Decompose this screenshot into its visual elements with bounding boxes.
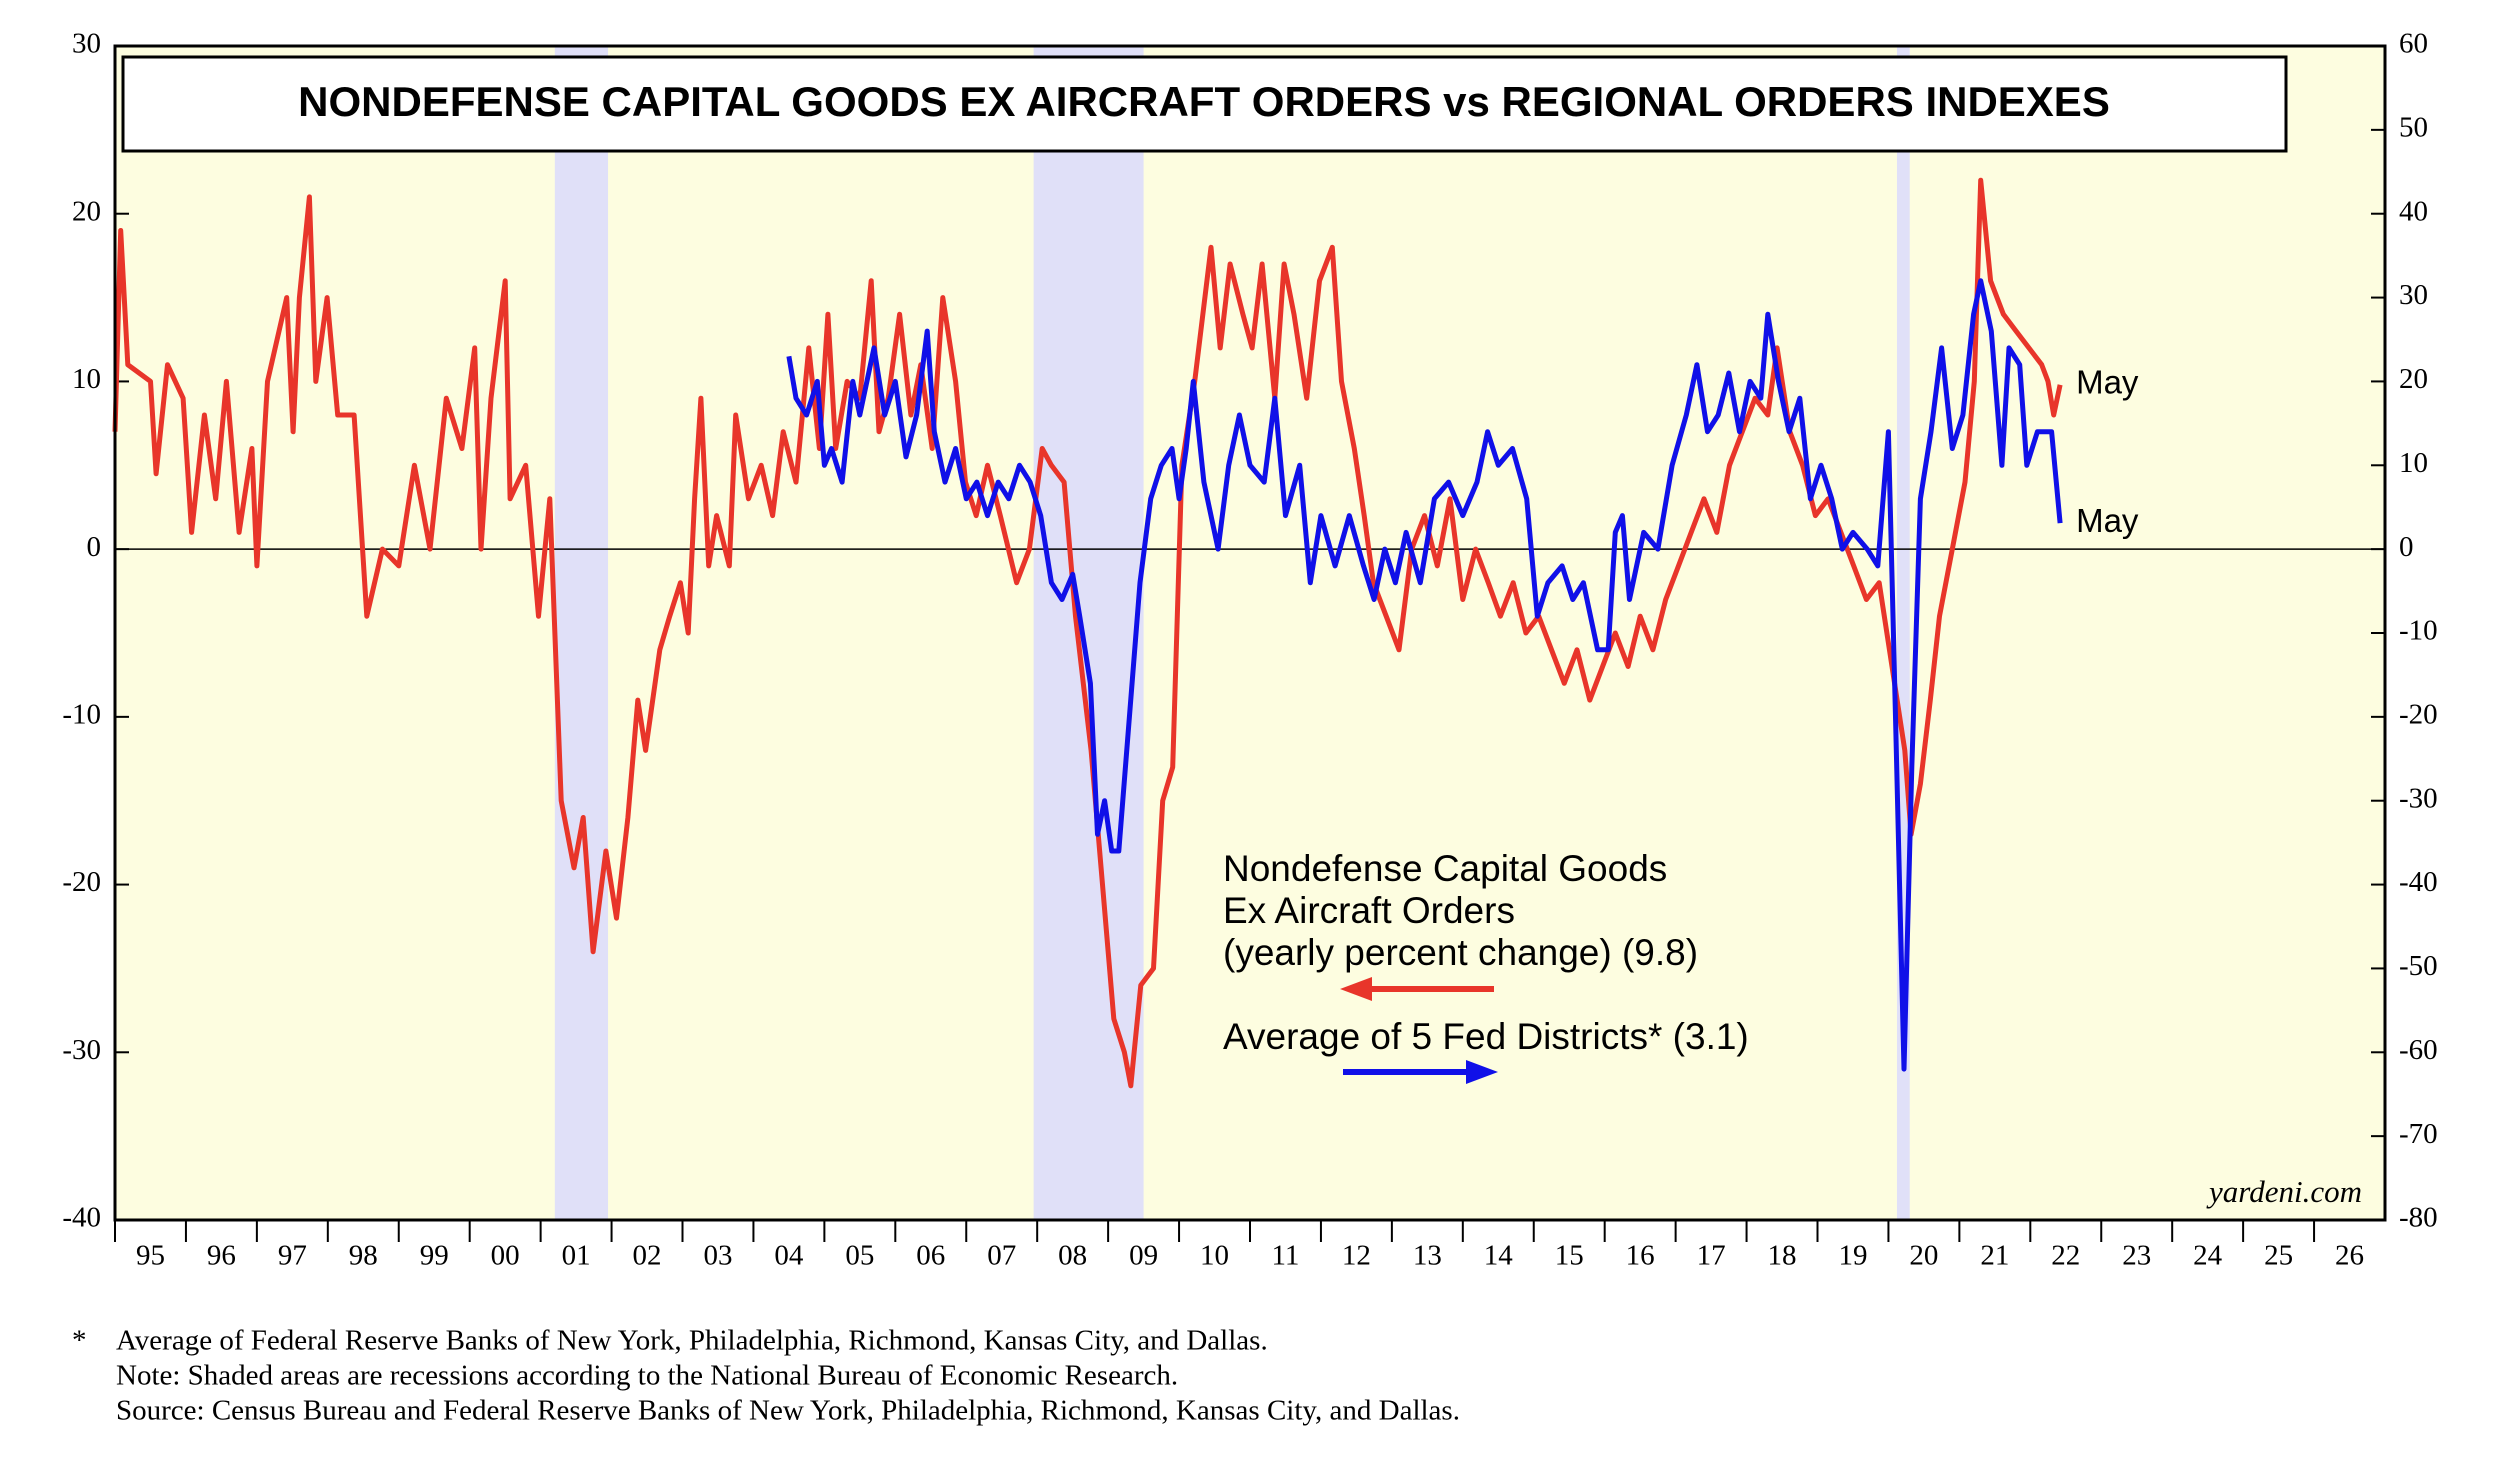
x-tick-label: 13: [1413, 1240, 1442, 1272]
y2-tick-label: -80: [2399, 1202, 2438, 1234]
x-tick-label: 15: [1555, 1240, 1584, 1272]
x-tick-label: 23: [2122, 1240, 2151, 1272]
y2-tick-label: 30: [2399, 279, 2428, 311]
x-tick-label: 05: [845, 1240, 874, 1272]
y-tick-label: 10: [72, 363, 101, 395]
y-tick-label: -30: [62, 1034, 101, 1066]
y2-tick-label: -50: [2399, 950, 2438, 982]
y-tick-label: -40: [62, 1202, 101, 1234]
x-tick-label: 20: [1909, 1240, 1938, 1272]
y2-tick-label: 10: [2399, 447, 2428, 479]
series-line: [112, 177, 2063, 1089]
x-tick-label: 01: [562, 1240, 591, 1272]
x-tick-label: 09: [1129, 1240, 1158, 1272]
x-tick-label: 06: [916, 1240, 945, 1272]
x-tick-label: 21: [1980, 1240, 2009, 1272]
title-box: [121, 55, 2288, 153]
legend-arrowhead: [1466, 1060, 1498, 1084]
legend-text: (yearly percent change) (9.8): [1223, 932, 1698, 973]
y2-tick-label: -10: [2399, 615, 2438, 647]
x-tick-label: 24: [2193, 1240, 2223, 1272]
recession-band: [1033, 46, 1144, 1220]
x-tick-label: 14: [1484, 1240, 1514, 1272]
x-tick-label: 96: [207, 1240, 236, 1272]
y-tick-label: 20: [72, 195, 101, 227]
series-line: [786, 278, 2063, 1072]
y-tick-label: 30: [72, 28, 101, 60]
source-mark: yardeni.com: [2206, 1174, 2362, 1209]
x-tick-label: 25: [2264, 1240, 2293, 1272]
x-tick-label: 12: [1342, 1240, 1371, 1272]
x-tick-label: 95: [136, 1240, 165, 1272]
x-tick-label: 99: [420, 1240, 449, 1272]
y-tick-label: 0: [87, 531, 102, 563]
x-tick-label: 10: [1200, 1240, 1229, 1272]
legend-arrowhead: [1340, 977, 1372, 1001]
chart-title: NONDEFENSE CAPITAL GOODS EX AIRCRAFT ORD…: [298, 78, 2110, 125]
x-tick-label: 97: [278, 1240, 307, 1272]
y2-tick-label: -70: [2399, 1118, 2438, 1150]
y2-tick-label: 40: [2399, 195, 2428, 227]
x-tick-label: 22: [2051, 1240, 2080, 1272]
end-label: May: [2076, 502, 2139, 539]
footnote: Source: Census Bureau and Federal Reserv…: [116, 1395, 1460, 1427]
y-tick-label: -20: [62, 866, 101, 898]
legend-text: Ex Aircraft Orders: [1223, 890, 1515, 931]
x-tick-label: 00: [491, 1240, 520, 1272]
recession-band: [554, 46, 609, 1220]
end-label: May: [2076, 364, 2139, 401]
y2-tick-label: -60: [2399, 1034, 2438, 1066]
x-tick-label: 07: [987, 1240, 1016, 1272]
y2-tick-label: 20: [2399, 363, 2428, 395]
x-tick-label: 08: [1058, 1240, 1087, 1272]
x-tick-label: 04: [774, 1240, 804, 1272]
footnote: Note: Shaded areas are recessions accord…: [116, 1360, 1178, 1392]
y2-tick-label: 0: [2399, 531, 2414, 563]
x-tick-label: 16: [1626, 1240, 1655, 1272]
x-tick-label: 26: [2335, 1240, 2364, 1272]
footnote: Average of Federal Reserve Banks of New …: [116, 1325, 1268, 1357]
y2-tick-label: 60: [2399, 28, 2428, 60]
x-tick-label: 18: [1768, 1240, 1797, 1272]
y2-tick-label: -20: [2399, 699, 2438, 731]
x-tick-label: 19: [1838, 1240, 1867, 1272]
x-tick-label: 03: [703, 1240, 732, 1272]
footnote-marker: *: [72, 1325, 87, 1357]
legend-text: Average of 5 Fed Districts* (3.1): [1223, 1016, 1749, 1057]
y2-tick-label: -30: [2399, 782, 2438, 814]
y2-tick-label: -40: [2399, 866, 2438, 898]
x-tick-label: 17: [1697, 1240, 1726, 1272]
plot-frame: [113, 44, 2387, 1222]
y2-tick-label: 50: [2399, 112, 2428, 144]
legend-text: Nondefense Capital Goods: [1223, 848, 1667, 889]
x-tick-label: 11: [1272, 1240, 1300, 1272]
y-tick-label: -10: [62, 699, 101, 731]
plot-background: [115, 46, 2385, 1220]
x-tick-label: 98: [349, 1240, 378, 1272]
x-tick-label: 02: [633, 1240, 662, 1272]
